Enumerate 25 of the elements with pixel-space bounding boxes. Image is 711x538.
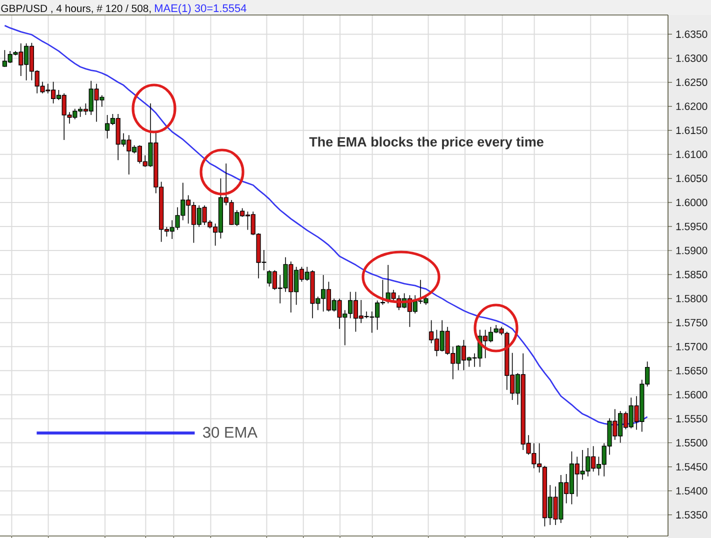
text: 30 EMA: [203, 426, 258, 438]
y-tick-label: 1.5500: [676, 439, 708, 446]
y-tick-label: 1.6150: [676, 126, 708, 134]
y-tick-label: 1.6100: [676, 150, 708, 158]
y-tick-label: 1.5950: [676, 222, 708, 230]
chart-title: GBP/USD , 4 hours, # 120 / 508,: [1, 4, 151, 14]
chart-subtitle: MAE(1) 30=1.5554: [154, 4, 246, 14]
y-tick-label: 1.6200: [676, 102, 708, 110]
y-tick-label: 1.5400: [676, 487, 708, 495]
y-tick-label: 1.6350: [676, 30, 708, 38]
y-tick-label: 1.5450: [676, 463, 708, 471]
y-tick-label: 1.6000: [676, 198, 708, 206]
y-tick-label: 1.5650: [676, 366, 708, 374]
y-tick-label: 1.5700: [676, 342, 708, 350]
y-tick-label: 1.6250: [676, 78, 708, 86]
y-tick-label: 1.6300: [676, 54, 708, 62]
y-tick-label: 1.5600: [676, 390, 708, 398]
y-tick-label: 1.5800: [676, 294, 708, 302]
annotation: The EMA blocks the price every time: [309, 136, 544, 150]
y-tick-label: 1.5850: [676, 270, 708, 278]
y-tick-label: 1.6050: [676, 174, 708, 182]
y-tick-label: 1.5900: [676, 246, 708, 254]
y-tick-label: 1.5750: [676, 318, 708, 326]
y-tick-label: 1.5550: [676, 415, 708, 422]
y-tick-label: 1.5350: [676, 511, 708, 519]
